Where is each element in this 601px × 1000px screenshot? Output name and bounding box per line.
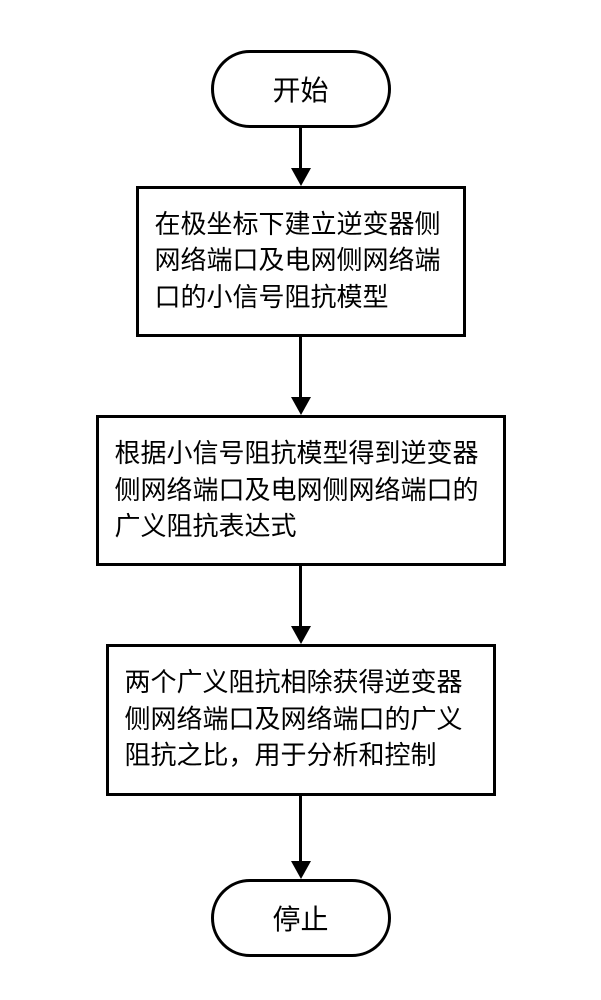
arrow-head-icon — [291, 626, 311, 644]
arrow-1 — [291, 128, 311, 186]
arrow-2 — [291, 337, 311, 415]
start-label: 开始 — [272, 76, 328, 107]
step1-label: 在极坐标下建立逆变器侧网络端口及电网侧网络端口的小信号阻抗模型 — [155, 210, 441, 312]
process-step-2: 根据小信号阻抗模型得到逆变器侧网络端口及电网侧网络端口的广义阻抗表达式 — [96, 415, 506, 566]
arrow-head-icon — [291, 168, 311, 186]
step2-label: 根据小信号阻抗模型得到逆变器侧网络端口及电网侧网络端口的广义阻抗表达式 — [115, 439, 479, 541]
arrow-line — [299, 128, 302, 168]
arrow-head-icon — [291, 861, 311, 879]
stop-terminal: 停止 — [211, 879, 391, 957]
arrow-head-icon — [291, 397, 311, 415]
process-step-1: 在极坐标下建立逆变器侧网络端口及电网侧网络端口的小信号阻抗模型 — [136, 186, 466, 337]
step3-label: 两个广义阻抗相除获得逆变器侧网络端口及网络端口的广义阻抗之比，用于分析和控制 — [125, 668, 463, 770]
arrow-line — [299, 796, 302, 861]
stop-label: 停止 — [272, 905, 328, 936]
arrow-line — [299, 337, 302, 397]
flowchart: 开始 在极坐标下建立逆变器侧网络端口及电网侧网络端口的小信号阻抗模型 根据小信号… — [91, 50, 511, 957]
start-terminal: 开始 — [211, 50, 391, 128]
arrow-3 — [291, 566, 311, 644]
arrow-4 — [291, 796, 311, 879]
process-step-3: 两个广义阻抗相除获得逆变器侧网络端口及网络端口的广义阻抗之比，用于分析和控制 — [106, 644, 496, 795]
arrow-line — [299, 566, 302, 626]
